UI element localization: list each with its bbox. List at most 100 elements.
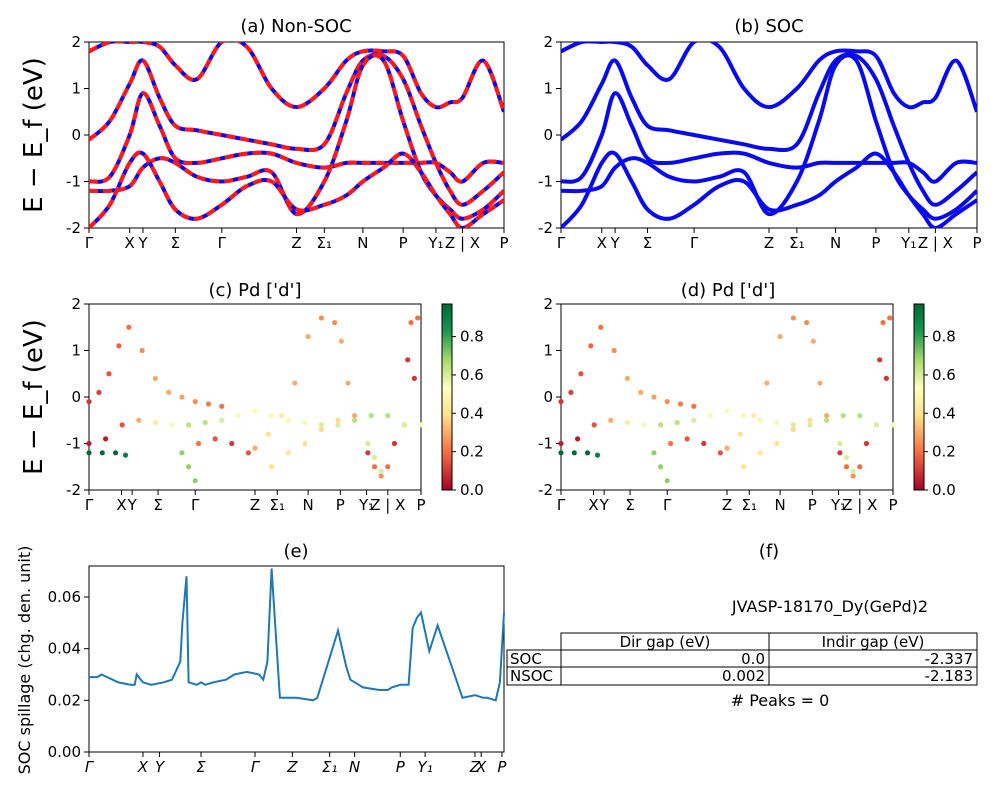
colorbar-d-tick-label-0: 0.0 bbox=[932, 481, 956, 499]
plot-c-point-52 bbox=[345, 380, 351, 386]
plot-c-xtick-label-11: P bbox=[416, 496, 425, 514]
colorbar-d-tick-label-1: 0.2 bbox=[932, 443, 956, 461]
plot-a-xtick-label-11: P bbox=[499, 234, 508, 252]
plot-d-point-66 bbox=[877, 357, 883, 363]
plot-d-point-33 bbox=[558, 450, 564, 456]
plot-c-point-1 bbox=[96, 389, 102, 395]
plot-b-xtick-label-10: Z | X bbox=[918, 234, 953, 252]
plot-c-xtick-label-10: Z | X bbox=[370, 496, 405, 514]
plot-d-point-18 bbox=[658, 422, 664, 428]
colorbar-c-tick-label-4: 0.8 bbox=[460, 328, 484, 346]
plot-d-point-70 bbox=[850, 468, 856, 474]
plot-c-point-9 bbox=[192, 399, 198, 405]
plot-c-point-68 bbox=[365, 440, 371, 447]
plot-b-xtick-label-8: P bbox=[871, 234, 880, 252]
plot-c-point-59 bbox=[269, 464, 275, 470]
ylabel-row-1: E − E_f (eV) bbox=[19, 57, 49, 213]
plot-d-point-68 bbox=[837, 440, 843, 447]
plot-a-xtick-label-8: P bbox=[399, 234, 408, 252]
plot-a-ytick-label-1: -1 bbox=[66, 173, 81, 191]
plot-c-point-45 bbox=[265, 431, 271, 437]
plot-d-point-69 bbox=[843, 454, 850, 461]
plot-d-point-26 bbox=[790, 422, 797, 428]
plot-c-point-64 bbox=[408, 320, 414, 326]
plot-d-point-24 bbox=[757, 417, 763, 423]
plot-d-point-22 bbox=[724, 408, 730, 414]
plot-d-point-44 bbox=[724, 445, 730, 451]
plot-d-point-47 bbox=[764, 380, 770, 386]
plot-b-xtick-label-6: Σ₁ bbox=[789, 234, 805, 252]
plot-c-point-42 bbox=[229, 440, 235, 447]
plot-c-point-23 bbox=[269, 413, 275, 419]
plot-d-point-25 bbox=[774, 419, 780, 426]
plot-d-point-42 bbox=[701, 440, 707, 447]
plot-d-point-8 bbox=[651, 394, 657, 400]
plot-e-xtick-label-9: Y₁ bbox=[418, 758, 433, 776]
plot-a-xtick-label-9: Y₁ bbox=[427, 234, 443, 252]
plot-c: -2 -1 0 1 2 Γ X Y Σ Γ Z Σ₁ N P Y₁Z | X P bbox=[66, 295, 425, 514]
plot-c-xtick-label-5: Z bbox=[250, 496, 260, 514]
plot-c-point-41 bbox=[212, 436, 218, 442]
plot-c-point-33 bbox=[86, 450, 92, 456]
plot-d-xtick-label-6: Σ₁ bbox=[741, 496, 757, 514]
plot-c-point-19 bbox=[202, 419, 208, 426]
colorbar-c-tick-label-1: 0.2 bbox=[460, 443, 484, 461]
plot-d-xtick-label-2: Y bbox=[599, 496, 610, 514]
plot-c-ytick-label-0: -2 bbox=[66, 481, 81, 499]
plot-d-xtick-label-8: P bbox=[808, 496, 817, 514]
plot-c-point-36 bbox=[122, 452, 129, 458]
plot-c-point-0 bbox=[86, 399, 92, 405]
plot-e-xtick-label-6: Σ₁ bbox=[322, 758, 338, 776]
plot-c-point-8 bbox=[179, 394, 185, 400]
plot-c-ytick-label-2: 0 bbox=[71, 388, 81, 406]
plot-c-point-28 bbox=[352, 417, 358, 423]
plot-d-xtick-label-1: X bbox=[588, 496, 598, 514]
plot-c-point-46 bbox=[278, 413, 285, 419]
row-label-soc: SOC bbox=[510, 650, 542, 668]
plot-e-ytick-label-0: 0.00 bbox=[48, 743, 81, 761]
plot-d-point-67 bbox=[883, 375, 889, 381]
plot-c-point-26 bbox=[318, 422, 324, 428]
plot-a-ytick-label-2: 0 bbox=[71, 126, 81, 144]
row-indir-soc: -2.337 bbox=[925, 650, 973, 668]
ylabel-row-2: E − E_f (eV) bbox=[19, 319, 49, 475]
plot-d-point-45 bbox=[737, 431, 743, 437]
plot-c-point-14 bbox=[119, 422, 125, 428]
plot-b-xtick-label-5: Z bbox=[764, 234, 774, 252]
plot-d-xtick-label-5: Z bbox=[722, 496, 732, 514]
plot-a-xtick-label-10: Z | X bbox=[445, 234, 480, 252]
plot-c-point-15 bbox=[136, 417, 142, 423]
plot-e-xtick-label-1: X bbox=[137, 758, 149, 776]
plot-d-xtick-label-10: Z | X bbox=[842, 496, 877, 514]
plot-c-point-31 bbox=[401, 422, 407, 428]
colorbar-c-tick-label-0: 0.0 bbox=[460, 481, 484, 499]
plot-c-ytick-label-3: 1 bbox=[71, 342, 81, 360]
plot-e-ytick-label-1: 0.02 bbox=[48, 691, 81, 709]
plot-d-point-60 bbox=[757, 450, 763, 456]
colorbar-d-tick-label-2: 0.4 bbox=[932, 404, 956, 422]
plot-e: 0.000.020.040.06Γ X Y Σ Γ Z Σ₁ N P Y₁ ZX P bbox=[48, 565, 507, 776]
plot-c-xtick-label-4: Γ bbox=[191, 496, 200, 514]
plot-e-xtick-label-0: Γ bbox=[85, 758, 95, 776]
plot-c-point-27 bbox=[335, 422, 341, 428]
plot-a-xtick-label-7: N bbox=[357, 234, 368, 252]
row-label-nsoc: NSOC bbox=[510, 667, 553, 685]
plot-d-point-9 bbox=[664, 399, 670, 405]
plot-d-point-32 bbox=[890, 422, 896, 428]
plot-d-point-58 bbox=[863, 440, 870, 447]
plot-a-series-0-1 bbox=[89, 52, 504, 207]
plot-a-xtick-label-6: Σ₁ bbox=[317, 234, 333, 252]
plot-d-point-15 bbox=[608, 417, 614, 423]
plot-c-xtick-label-2: Y bbox=[127, 496, 138, 514]
colorbar-d-bar bbox=[913, 303, 925, 491]
plot-c-point-62 bbox=[318, 426, 324, 433]
row-dir-nsoc: 0.002 bbox=[722, 667, 765, 685]
plot-c-point-21 bbox=[235, 413, 241, 419]
plot-a-xtick-label-3: Σ bbox=[171, 234, 180, 252]
plot-a-series-1-1 bbox=[89, 91, 504, 184]
plot-d-point-63 bbox=[807, 417, 813, 423]
plot-c-point-56 bbox=[378, 473, 384, 479]
plot-c-point-2 bbox=[106, 371, 112, 377]
plot-a-xtick-label-4: Γ bbox=[218, 234, 227, 252]
